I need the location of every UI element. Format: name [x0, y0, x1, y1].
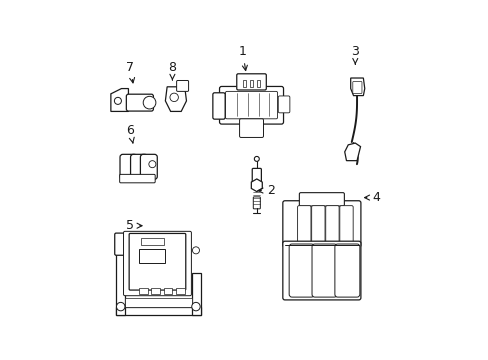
FancyBboxPatch shape: [239, 119, 263, 138]
FancyBboxPatch shape: [212, 93, 224, 119]
FancyBboxPatch shape: [278, 96, 289, 113]
Circle shape: [148, 161, 156, 168]
Polygon shape: [350, 78, 364, 96]
Polygon shape: [344, 143, 360, 161]
Text: 3: 3: [350, 45, 359, 64]
Text: 1: 1: [238, 45, 247, 71]
Circle shape: [143, 96, 156, 109]
FancyBboxPatch shape: [129, 233, 185, 290]
Text: 5: 5: [126, 219, 142, 232]
Circle shape: [191, 302, 200, 311]
Bar: [139, 248, 165, 263]
FancyBboxPatch shape: [288, 244, 313, 297]
Circle shape: [254, 157, 259, 161]
FancyBboxPatch shape: [120, 174, 155, 183]
FancyBboxPatch shape: [252, 168, 261, 183]
FancyBboxPatch shape: [140, 154, 157, 179]
Bar: [139, 288, 147, 294]
Bar: [242, 80, 246, 87]
Circle shape: [170, 93, 178, 102]
Polygon shape: [251, 179, 262, 192]
FancyBboxPatch shape: [130, 154, 147, 179]
Bar: [116, 250, 124, 315]
FancyBboxPatch shape: [126, 94, 153, 111]
Circle shape: [116, 302, 124, 311]
Bar: [141, 238, 163, 245]
Bar: [256, 80, 260, 87]
Polygon shape: [124, 298, 191, 307]
FancyBboxPatch shape: [176, 81, 188, 91]
FancyBboxPatch shape: [120, 154, 137, 179]
FancyBboxPatch shape: [311, 206, 325, 244]
Text: 8: 8: [168, 61, 176, 80]
Bar: [176, 288, 184, 294]
Bar: [163, 288, 172, 294]
FancyBboxPatch shape: [123, 231, 191, 296]
FancyBboxPatch shape: [299, 193, 344, 206]
FancyBboxPatch shape: [297, 206, 310, 244]
Text: 2: 2: [258, 184, 274, 197]
Text: 4: 4: [364, 191, 380, 204]
FancyBboxPatch shape: [325, 206, 338, 244]
FancyBboxPatch shape: [115, 233, 126, 255]
FancyBboxPatch shape: [352, 81, 361, 94]
FancyBboxPatch shape: [236, 74, 266, 90]
Text: 6: 6: [126, 124, 134, 143]
Bar: [116, 307, 200, 315]
Text: 7: 7: [126, 61, 134, 83]
Bar: [191, 273, 200, 315]
FancyBboxPatch shape: [334, 244, 359, 297]
FancyBboxPatch shape: [219, 86, 283, 124]
FancyBboxPatch shape: [253, 197, 260, 209]
Circle shape: [192, 247, 199, 254]
FancyBboxPatch shape: [339, 206, 352, 244]
Bar: [151, 288, 160, 294]
Circle shape: [114, 97, 121, 104]
FancyBboxPatch shape: [282, 241, 360, 300]
Bar: [249, 80, 253, 87]
FancyBboxPatch shape: [282, 201, 360, 247]
Polygon shape: [111, 89, 128, 112]
FancyBboxPatch shape: [311, 244, 336, 297]
FancyBboxPatch shape: [225, 91, 277, 119]
Polygon shape: [165, 87, 186, 112]
